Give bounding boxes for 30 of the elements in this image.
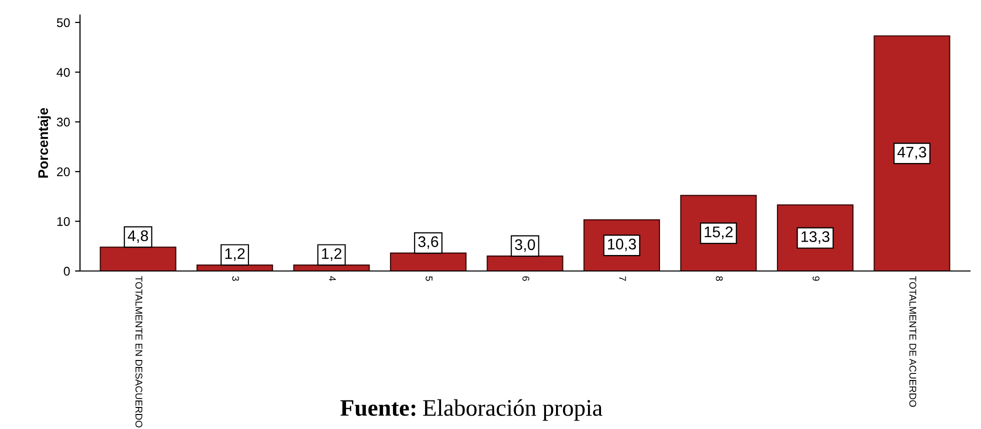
bar (100, 246, 176, 271)
data-label: 4,8 (128, 230, 148, 243)
x-tick-label: 4 (329, 276, 336, 281)
x-tick-label: 8 (716, 276, 723, 281)
y-tick-label: 10 (57, 217, 70, 226)
source-note: Fuente: Elaboración propia (340, 399, 602, 421)
y-tick-label: 0 (64, 266, 70, 276)
x-tick-label: TOTALMENTE EN DESACUERDO (135, 276, 142, 428)
data-label: 10,3 (608, 238, 636, 252)
data-label: 1,2 (322, 248, 342, 261)
bar (486, 256, 564, 271)
x-tick-label: 9 (812, 276, 820, 281)
data-label: 1,2 (225, 248, 245, 261)
x-tick-label: 5 (426, 276, 432, 281)
y-tick-label: 40 (56, 68, 70, 77)
x-tick-label: 7 (619, 276, 626, 281)
data-label: 3,0 (514, 239, 536, 252)
y-tick-label: 20 (57, 167, 70, 176)
data-label: 15,2 (704, 226, 733, 240)
data-label: 47,3 (897, 146, 926, 160)
bar (874, 35, 950, 271)
data-label: 3,6 (418, 236, 438, 249)
y-axis-title: Porcentaje (38, 108, 51, 178)
x-tick-label: 3 (232, 276, 240, 281)
y-tick-label: 50 (56, 18, 70, 28)
bar (390, 252, 467, 271)
x-tick-label: 6 (522, 276, 530, 281)
data-label: 13,3 (802, 231, 830, 244)
x-tick-label: TOTALMENTE DE ACUERDO (909, 276, 916, 407)
y-tick-label: 30 (56, 118, 70, 127)
